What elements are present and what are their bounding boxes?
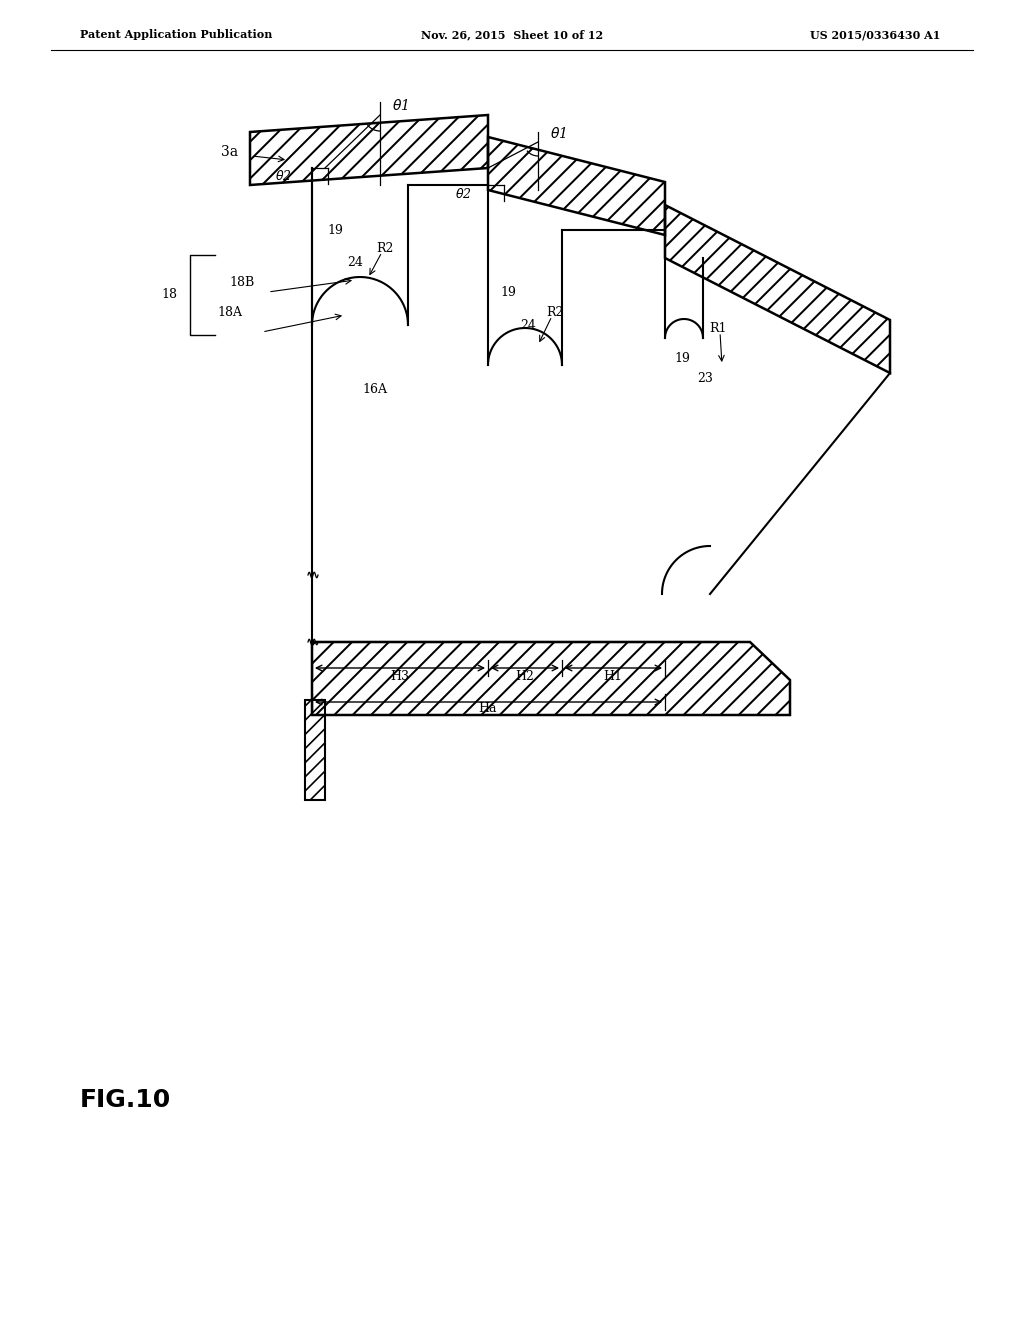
Text: $\theta$2: $\theta$2 xyxy=(455,187,472,201)
Text: Patent Application Publication: Patent Application Publication xyxy=(80,29,272,41)
Text: FIG.10: FIG.10 xyxy=(80,1088,171,1111)
Text: $\theta$2: $\theta$2 xyxy=(275,169,292,183)
Text: 16A: 16A xyxy=(362,384,387,396)
Text: 19: 19 xyxy=(327,223,343,236)
Text: 18: 18 xyxy=(161,289,177,301)
Text: Nov. 26, 2015  Sheet 10 of 12: Nov. 26, 2015 Sheet 10 of 12 xyxy=(421,29,603,41)
Text: 19: 19 xyxy=(674,351,690,364)
Text: 3a: 3a xyxy=(221,145,239,158)
Text: $\theta$1: $\theta$1 xyxy=(550,127,566,141)
Text: 18A: 18A xyxy=(217,305,242,318)
Text: R1: R1 xyxy=(710,322,727,334)
Text: Ha: Ha xyxy=(479,702,498,715)
Text: 24: 24 xyxy=(347,256,362,268)
Text: US 2015/0336430 A1: US 2015/0336430 A1 xyxy=(810,29,940,41)
Text: H1: H1 xyxy=(603,669,623,682)
Text: R2: R2 xyxy=(547,305,563,318)
Text: 23: 23 xyxy=(697,371,713,384)
Text: R2: R2 xyxy=(376,242,393,255)
Text: 24: 24 xyxy=(520,318,536,331)
Text: 19: 19 xyxy=(500,285,516,298)
Text: H2: H2 xyxy=(515,669,535,682)
Text: 18B: 18B xyxy=(229,276,255,289)
Text: H3: H3 xyxy=(390,669,410,682)
Text: $\theta$1: $\theta$1 xyxy=(392,99,409,114)
